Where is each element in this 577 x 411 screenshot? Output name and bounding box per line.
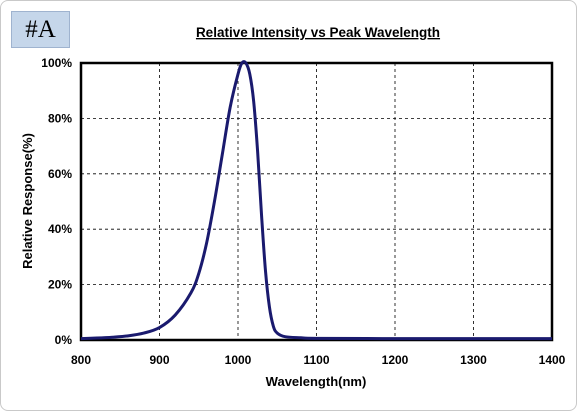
y-tick-label: 0% — [55, 333, 73, 347]
tick-labels: 800 900 1000 1100 1200 1300 1400 0% 20% 40% 60% 80%… — [41, 56, 565, 367]
x-tick-label: 1100 — [303, 353, 329, 367]
plot-area — [79, 61, 554, 342]
y-tick-label: 60% — [48, 167, 72, 181]
x-tick-label: 1400 — [539, 353, 566, 367]
y-tick-label: 40% — [48, 222, 72, 236]
x-tick-label: 1200 — [382, 353, 409, 367]
x-tick-label: 900 — [149, 353, 169, 367]
x-tick-label: 1300 — [460, 353, 487, 367]
x-tick-label: 800 — [71, 353, 91, 367]
grid-layer — [81, 63, 552, 340]
y-tick-label: 100% — [41, 56, 72, 70]
y-tick-label: 20% — [48, 278, 72, 292]
y-tick-label: 80% — [48, 111, 72, 125]
x-axis-label: Wavelength(nm) — [266, 374, 367, 389]
series-line — [80, 60, 552, 341]
x-tick-label: 1000 — [225, 353, 252, 367]
figure-tag: #A — [11, 11, 70, 48]
y-axis-label: Relative Response(%) — [20, 133, 35, 269]
chart-title: Relative Intensity vs Peak Wavelength — [196, 25, 440, 40]
